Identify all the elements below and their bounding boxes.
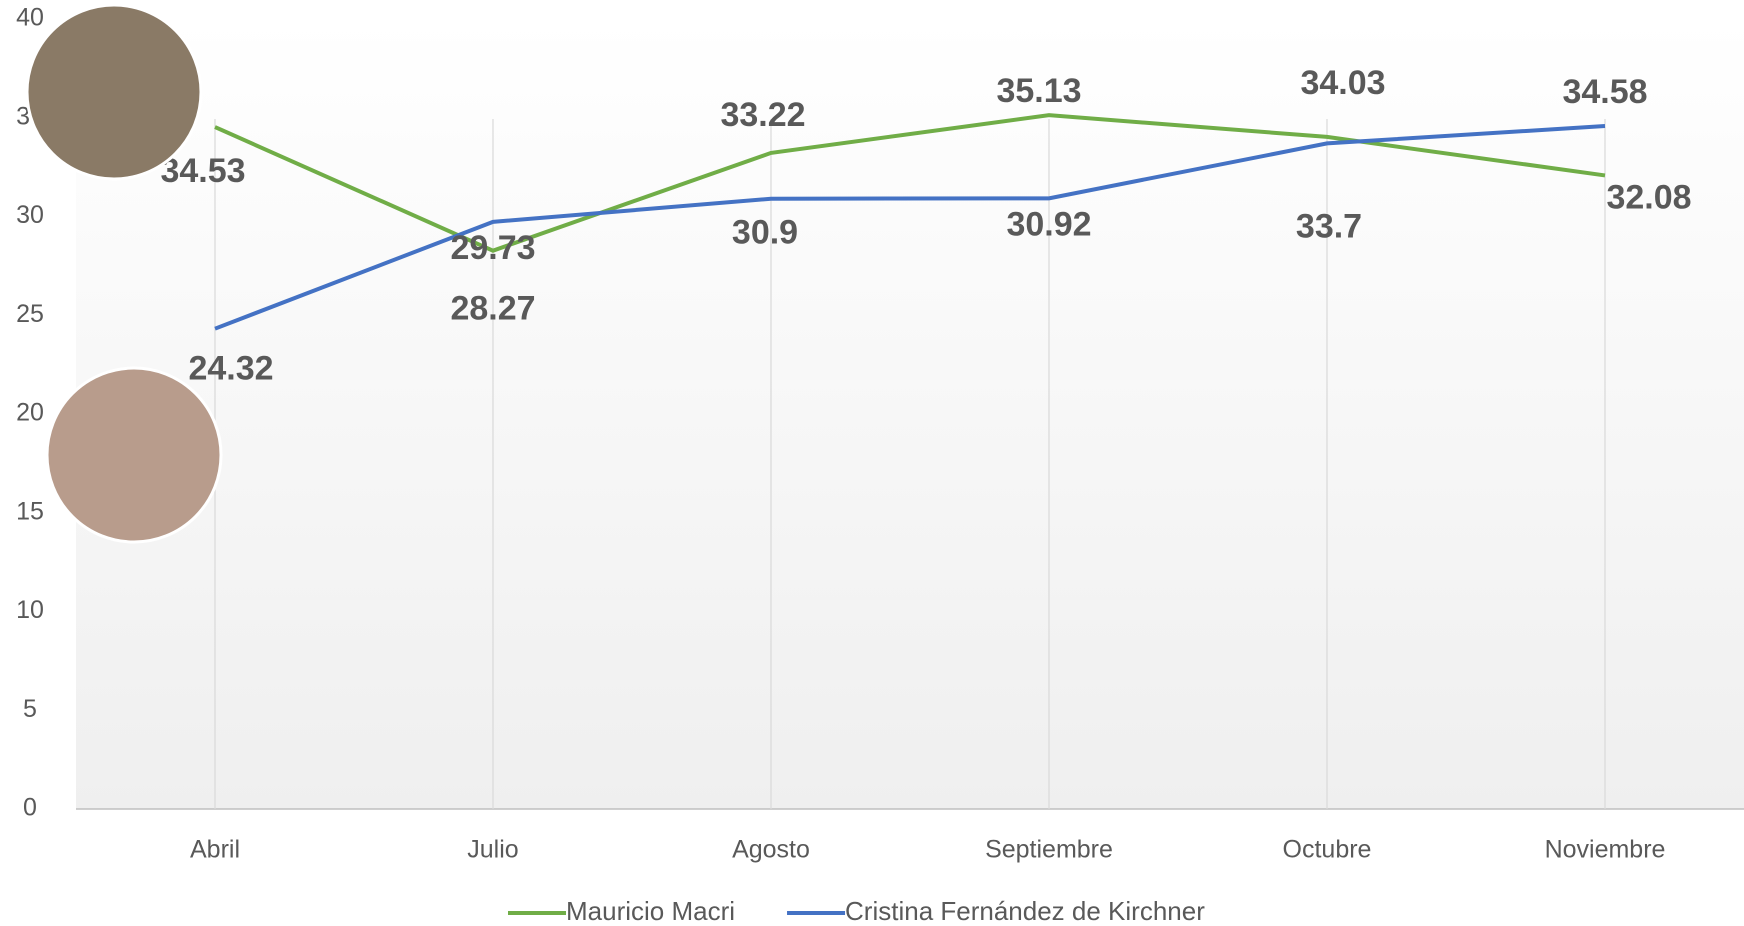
legend-label: Mauricio Macri [566,896,735,926]
data-label: 32.08 [1606,178,1691,216]
y-tick-label: 20 [16,399,44,427]
photo-kirchner [45,366,223,544]
y-tick-label: 25 [16,300,44,328]
data-label: 30.92 [1006,205,1091,243]
data-label: 28.27 [450,290,535,328]
x-tick-label: Octubre [1283,836,1372,864]
plot-background [76,19,1744,809]
data-label: 35.13 [996,72,1081,110]
y-tick-label: 40 [16,4,44,32]
data-label: 30.9 [732,214,798,252]
data-label: 33.22 [720,96,805,134]
y-tick-label: 0 [23,794,37,822]
data-label: 34.58 [1562,73,1647,111]
x-tick-label: Septiembre [985,836,1113,864]
series-line [214,124,1606,331]
data-label: 34.03 [1300,64,1385,102]
y-tick-label: 30 [16,201,44,229]
data-label: 33.7 [1296,207,1362,245]
photo-macri [25,3,203,181]
y-tick-label: 10 [16,596,44,624]
x-tick-label: Noviembre [1545,836,1666,864]
y-tick-label: 5 [23,695,37,723]
data-label: 29.73 [450,229,535,267]
series-line [214,113,1606,253]
data-label: 24.32 [188,350,273,388]
legend-label: Cristina Fernández de Kirchner [845,896,1205,926]
y-tick-label: 15 [16,497,44,525]
x-tick-label: Julio [467,836,518,864]
data-label: 34.53 [160,152,245,190]
x-tick-label: Abril [190,836,240,864]
x-tick-label: Agosto [732,836,810,864]
